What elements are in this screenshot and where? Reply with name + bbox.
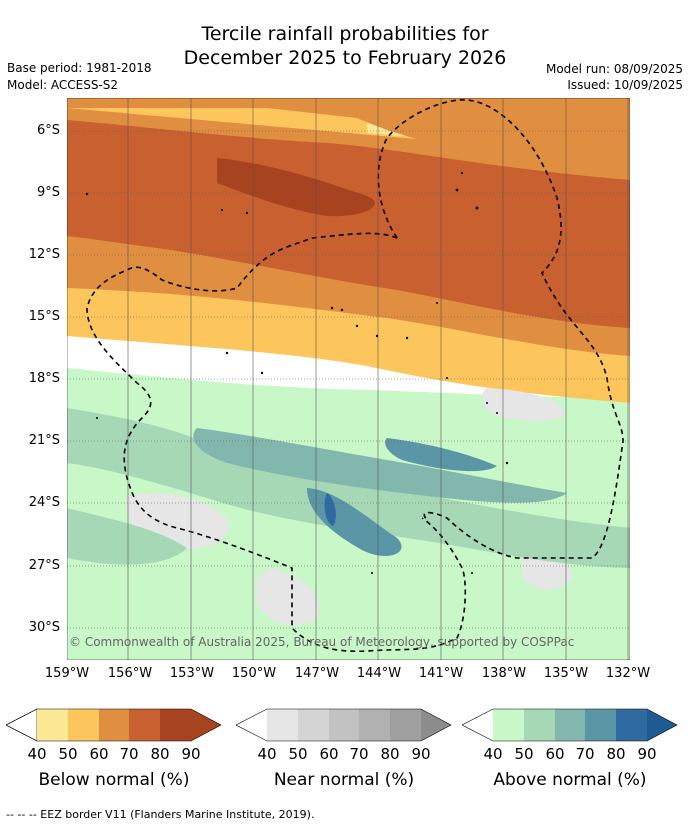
legend-above-colorbar [462, 708, 678, 742]
lon-label: 135°W [543, 666, 589, 681]
legend-tick: 80 [380, 745, 400, 763]
legend-tick: 60 [89, 745, 109, 763]
legend-tick: 90 [181, 745, 201, 763]
issued-date: Issued: 10/09/2025 [567, 78, 683, 92]
lon-label: 138°W [481, 666, 527, 681]
legend-tick: 70 [349, 745, 369, 763]
above-swatch [493, 709, 524, 741]
above-swatch [585, 709, 616, 741]
legend-below-title: Below normal (%) [38, 770, 190, 790]
lon-label: 141°W [418, 666, 464, 681]
above-60-region [67, 508, 187, 565]
near-swatch [329, 709, 359, 741]
eez-border-central [86, 232, 467, 653]
below-swatch [68, 709, 99, 741]
model-run: Model run: 08/09/2025 [545, 62, 683, 76]
legend-tick: 60 [319, 745, 339, 763]
legend-near-title: Near normal (%) [273, 770, 415, 790]
lon-label: 132°W [605, 666, 651, 681]
below-swatch [160, 709, 191, 741]
above-swatch-low [462, 709, 493, 741]
below-swatch-low [6, 708, 38, 742]
near-swatch [359, 709, 390, 741]
eez-border-north [377, 99, 624, 559]
lat-label: 27°S [28, 558, 60, 573]
lat-label: 24°S [28, 495, 60, 510]
above-swatch [555, 709, 585, 741]
legend-near-colorbar [236, 708, 452, 742]
lon-label: 147°W [294, 666, 340, 681]
legend-tick: 40 [27, 745, 47, 763]
gridlines [67, 130, 630, 629]
meridians [127, 98, 629, 660]
eez-borders [86, 99, 624, 653]
legend-tick: 60 [545, 745, 565, 763]
below-swatch [129, 709, 160, 741]
model-name: Model: ACCESS-S2 [7, 78, 119, 92]
above-70-region [193, 428, 567, 503]
legend-tick: 40 [257, 745, 277, 763]
map-title: Tercile rainfall probabilities for Decem… [0, 22, 690, 70]
islands [85, 172, 509, 574]
legend-above-title: Above normal (%) [493, 770, 647, 790]
above-90-region [324, 493, 336, 526]
lat-label: 30°S [28, 620, 60, 635]
lon-label: 153°W [169, 666, 215, 681]
eez-source-note: -- -- -- EEZ border V11 (Flanders Marine… [6, 808, 315, 821]
below-swatch-high [191, 709, 221, 741]
near-40-patch [255, 568, 320, 626]
lon-label: 144°W [356, 666, 402, 681]
below-70-region [67, 120, 630, 328]
lon-label: 156°W [107, 666, 153, 681]
legend-tick: 50 [288, 745, 308, 763]
legend-tick: 50 [58, 745, 78, 763]
title-line-1: Tercile rainfall probabilities for [201, 23, 489, 45]
legend-tick: 50 [514, 745, 534, 763]
above-swatch-high [647, 709, 677, 741]
legend-tick: 80 [606, 745, 626, 763]
below-80-region [217, 158, 375, 217]
lon-label: 159°W [44, 666, 90, 681]
lat-label: 18°S [28, 371, 60, 386]
lat-label: 6°S [36, 123, 60, 138]
title-line-2: December 2025 to February 2026 [183, 47, 507, 69]
near-swatch [298, 709, 329, 741]
above-swatch [524, 709, 555, 741]
legend-tick: 90 [637, 745, 657, 763]
legend-tick: 70 [575, 745, 595, 763]
near-swatch-high [421, 709, 451, 741]
lon-label: 150°W [231, 666, 277, 681]
legend-below-colorbar [6, 708, 222, 742]
probability-map: © Commonwealth of Australia 2025, Bureau… [67, 98, 630, 660]
lat-label: 12°S [28, 247, 60, 262]
near-swatch-low [236, 709, 267, 741]
legend-tick: 80 [150, 745, 170, 763]
legend-tick: 70 [119, 745, 139, 763]
above-swatch [616, 709, 647, 741]
lat-label: 9°S [36, 185, 60, 200]
lat-label: 15°S [28, 309, 60, 324]
copyright-text: © Commonwealth of Australia 2025, Bureau… [69, 635, 574, 649]
below-swatch [37, 709, 68, 741]
lat-label: 21°S [28, 433, 60, 448]
base-period: Base period: 1981-2018 [7, 61, 152, 75]
below-swatch [99, 709, 129, 741]
legend-tick: 90 [411, 745, 431, 763]
near-swatch [390, 709, 421, 741]
legend-tick: 40 [483, 745, 503, 763]
near-swatch [267, 709, 298, 741]
